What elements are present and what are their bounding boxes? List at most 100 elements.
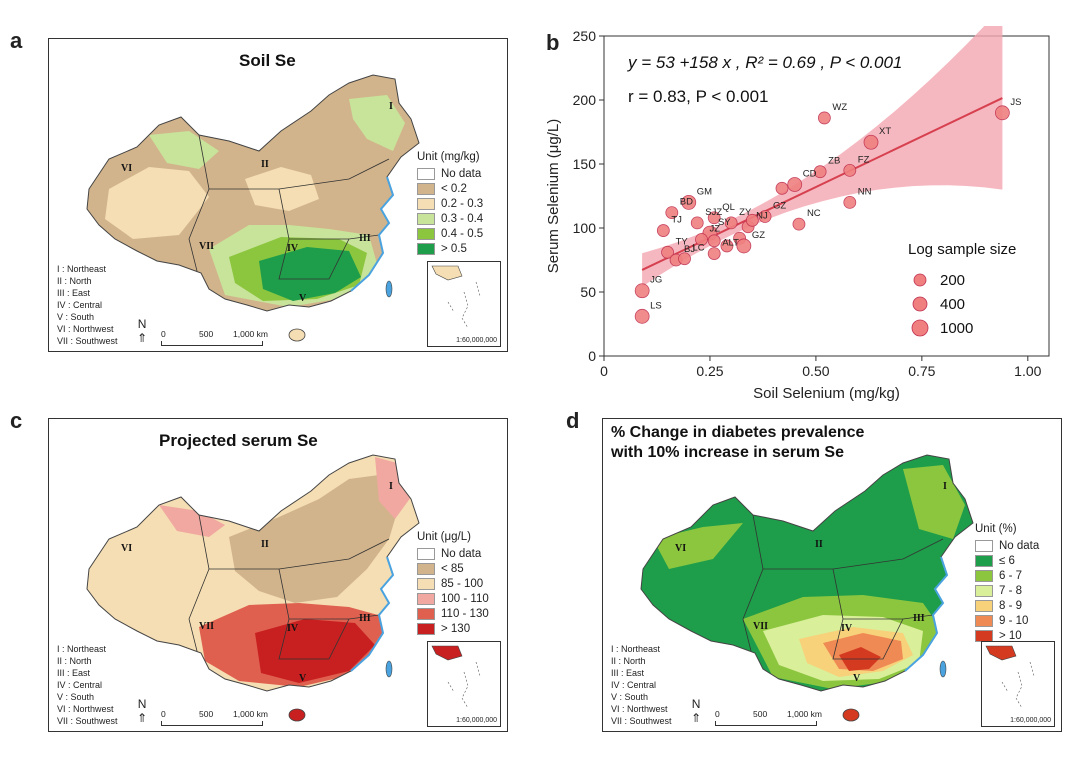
legend-swatch — [975, 539, 993, 552]
region-border — [832, 568, 934, 620]
legend-label: 6 - 7 — [999, 569, 1023, 582]
north-arrow-icon: ⇑ — [137, 331, 148, 345]
hainan-island — [842, 708, 860, 722]
region-border — [278, 618, 350, 660]
point-label: GZ — [773, 200, 786, 211]
point-label: BD — [680, 197, 693, 208]
point-label: FZ — [858, 154, 870, 165]
region-list: I : Northeast II : North III : East IV : Ce… — [57, 263, 118, 347]
legend-swatch — [417, 212, 435, 225]
region-numeral: II — [815, 539, 823, 550]
region-list-item: I : Northeast — [57, 264, 107, 274]
point-label: NJ — [756, 211, 768, 222]
value-zone — [105, 167, 209, 239]
north-arrow-icon: ⇑ — [137, 711, 148, 725]
value-zone — [159, 505, 225, 537]
legend-item: 110 - 130 — [417, 606, 489, 621]
regression-equation: y = 53 +158 x , R² = 0.69 , P < 0.001 — [627, 53, 902, 72]
inset-map — [985, 645, 1035, 709]
y-tick-label: 0 — [588, 348, 596, 364]
legend-item: 100 - 110 — [417, 591, 489, 606]
scale-label: 0 — [715, 709, 720, 719]
data-point — [843, 195, 857, 209]
legend-item: ≤ 6 — [975, 553, 1039, 568]
legend-label: > 10 — [999, 629, 1022, 642]
region-numeral: VII — [753, 621, 768, 632]
taiwan-island — [939, 660, 947, 678]
south-china-sea-inset: 1:60,000,000 — [981, 641, 1055, 727]
region-numeral: V — [853, 673, 861, 684]
x-tick-label: 0.25 — [696, 363, 723, 379]
region-numeral: VI — [675, 543, 686, 554]
x-tick-label: 0.50 — [802, 363, 829, 379]
point-label: XT — [879, 126, 891, 137]
y-tick-label: 150 — [573, 156, 597, 172]
x-tick-label: 0.75 — [908, 363, 935, 379]
y-tick-label: 200 — [573, 92, 597, 108]
legend-label: 100 - 110 — [441, 592, 489, 605]
region-numeral: I — [389, 101, 393, 112]
legend-unit: Unit (mg/kg) — [417, 151, 480, 163]
region-list: I : Northeast II : North III : East IV : Ce… — [57, 643, 118, 727]
value-zone — [349, 95, 405, 151]
legend-label: > 0.5 — [441, 242, 467, 255]
north-arrow: N ⇑ — [137, 317, 147, 345]
panel-letter-b: b — [546, 30, 560, 55]
region-list-item: II : North — [57, 656, 92, 666]
legend-label: 7 - 8 — [999, 584, 1023, 597]
point-label: SJZ — [705, 207, 722, 218]
region-numeral: V — [299, 293, 307, 304]
region-list-item: VII : Southwest — [611, 716, 672, 726]
region-list: I : Northeast II : North III : East IV : Ce… — [611, 643, 672, 727]
panel-letter-d: d — [566, 408, 580, 433]
data-point — [843, 163, 857, 177]
north-arrow: N ⇑ — [691, 697, 701, 725]
taiwan-island — [385, 280, 393, 298]
legend-item: > 130 — [417, 621, 489, 636]
region-list-item: III : East — [57, 668, 91, 678]
legend-item: 9 - 10 — [975, 613, 1039, 628]
size-legend-marker — [913, 273, 927, 287]
panel-letter-c: c — [10, 408, 23, 433]
data-point — [634, 308, 650, 324]
legend-swatch — [975, 629, 993, 642]
point-label: ZY — [739, 207, 752, 218]
north-label: N — [137, 697, 147, 711]
south-china-sea-inset: 1:60,000,000 — [427, 641, 501, 727]
data-point — [665, 206, 679, 220]
scale-label: 0 — [161, 709, 166, 719]
point-label: BJ — [684, 244, 695, 255]
size-legend-label: 1000 — [940, 320, 973, 337]
value-zone — [149, 131, 219, 169]
region-list-item: V : South — [57, 312, 95, 322]
data-point — [707, 247, 721, 261]
data-point — [656, 224, 670, 237]
data-point — [775, 181, 789, 195]
value-zone — [255, 619, 375, 683]
legend-swatch — [417, 227, 435, 240]
region-numeral: I — [389, 481, 393, 492]
region-numeral: III — [359, 233, 371, 244]
y-tick-label: 250 — [573, 28, 597, 44]
legend-item: 7 - 8 — [975, 583, 1039, 598]
region-numeral: VI — [121, 543, 132, 554]
coastline — [350, 556, 395, 672]
data-point — [707, 234, 721, 248]
region-numeral: VI — [121, 163, 132, 174]
legend-item: 6 - 7 — [975, 568, 1039, 583]
data-point — [736, 238, 752, 254]
value-zone — [245, 167, 319, 211]
point-label: JG — [650, 275, 662, 286]
legend-item: No data — [975, 538, 1039, 553]
legend-label: 9 - 10 — [999, 614, 1029, 627]
size-legend-label: 400 — [940, 296, 965, 313]
point-label: LC — [693, 243, 705, 254]
region-numeral: III — [359, 613, 371, 624]
region-list-item: III : East — [611, 668, 645, 678]
region-numeral: VII — [199, 621, 214, 632]
legend-swatch — [417, 197, 435, 210]
hainan-island — [288, 708, 306, 722]
point-label: NN — [858, 186, 872, 197]
region-list-item: II : North — [57, 276, 92, 286]
